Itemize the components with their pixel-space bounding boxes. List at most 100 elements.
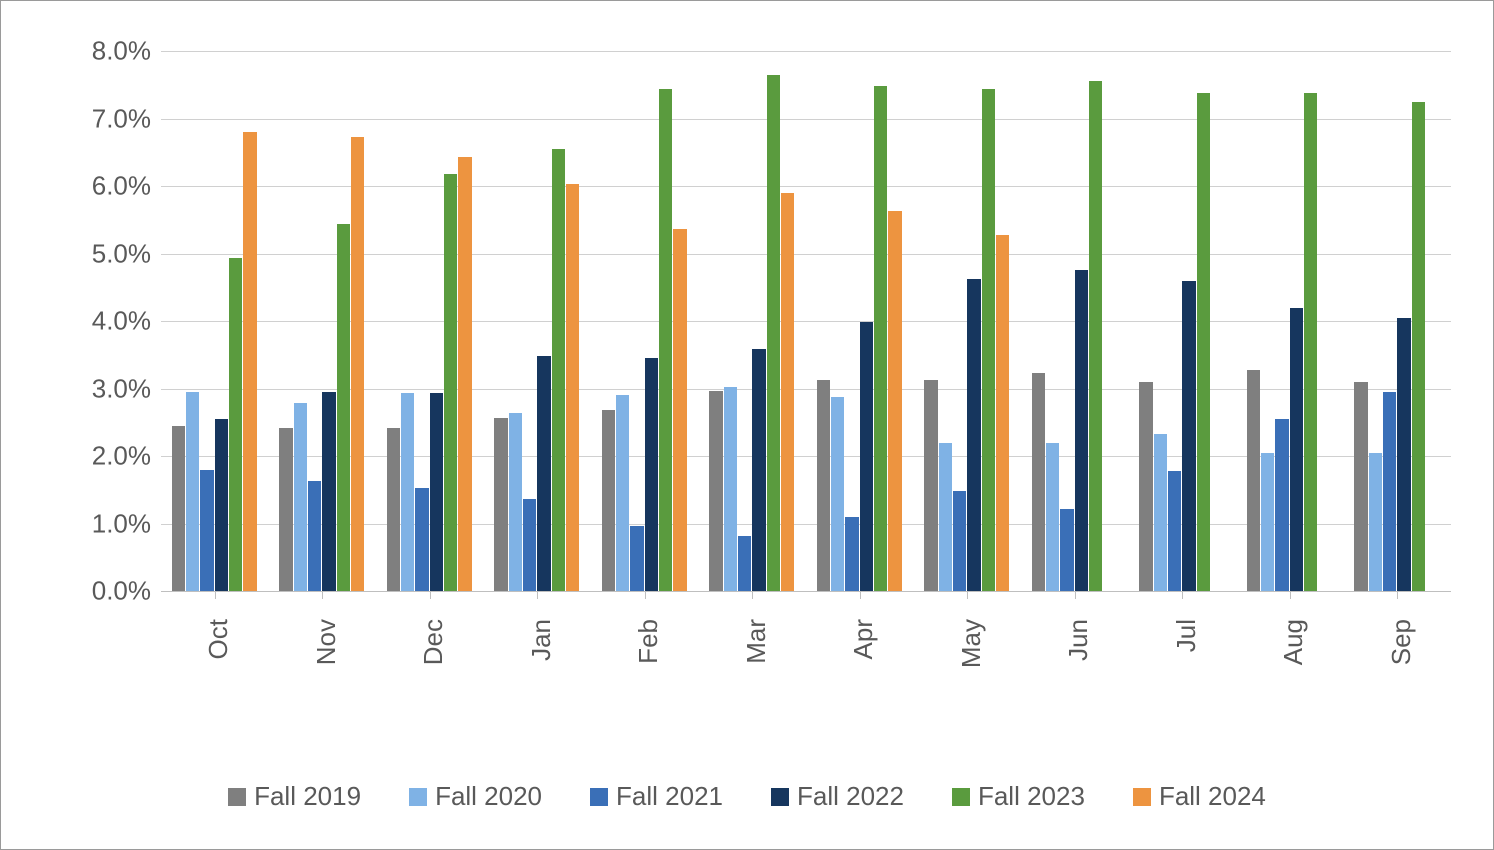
- bar: [172, 426, 185, 591]
- bar: [1075, 270, 1088, 591]
- bar: [888, 211, 901, 591]
- x-tick-mark: [1075, 591, 1076, 599]
- x-tick-mark: [1397, 591, 1398, 599]
- bar: [1197, 93, 1210, 591]
- x-tick-label: Apr: [848, 611, 879, 659]
- plot-area: 0.0%1.0%2.0%3.0%4.0%5.0%6.0%7.0%8.0%OctN…: [161, 51, 1451, 591]
- bar: [387, 428, 400, 591]
- bar: [308, 481, 321, 591]
- bar: [673, 229, 686, 591]
- bar: [709, 391, 722, 591]
- x-tick-label: Jan: [526, 611, 557, 661]
- bar: [537, 356, 550, 591]
- x-axis-line: [161, 591, 1451, 592]
- bar: [831, 397, 844, 591]
- x-tick-mark: [1290, 591, 1291, 599]
- bar: [1290, 308, 1303, 592]
- y-tick-label: 5.0%: [92, 238, 161, 269]
- y-tick-label: 6.0%: [92, 171, 161, 202]
- bar: [1397, 318, 1410, 591]
- bar: [1412, 102, 1425, 591]
- bar: [616, 395, 629, 591]
- x-tick-mark: [322, 591, 323, 599]
- bar: [724, 387, 737, 591]
- legend-swatch: [952, 788, 970, 806]
- bar: [767, 75, 780, 591]
- x-tick-label: Nov: [311, 611, 342, 665]
- gridline: [161, 51, 1451, 52]
- x-tick-label: Jun: [1063, 611, 1094, 661]
- bar: [602, 410, 615, 591]
- bar: [229, 258, 242, 591]
- x-tick-label: Feb: [633, 611, 664, 664]
- bar: [1354, 382, 1367, 591]
- bar: [566, 184, 579, 591]
- bar: [860, 322, 873, 591]
- bar: [1168, 471, 1181, 591]
- legend-label: Fall 2023: [978, 781, 1085, 812]
- bar: [430, 393, 443, 591]
- x-tick-mark: [860, 591, 861, 599]
- bar: [1247, 370, 1260, 591]
- bar: [967, 279, 980, 591]
- bar: [939, 443, 952, 592]
- bar: [494, 418, 507, 591]
- bar: [1046, 443, 1059, 592]
- bar: [817, 380, 830, 591]
- y-tick-label: 2.0%: [92, 441, 161, 472]
- bar: [458, 157, 471, 591]
- bar: [415, 488, 428, 591]
- bar: [243, 132, 256, 591]
- bar: [322, 392, 335, 591]
- y-tick-label: 7.0%: [92, 103, 161, 134]
- bar: [444, 174, 457, 591]
- bar: [1154, 434, 1167, 591]
- bar: [351, 137, 364, 591]
- legend-item: Fall 2020: [409, 781, 542, 812]
- legend-item: Fall 2019: [228, 781, 361, 812]
- bar: [924, 380, 937, 591]
- legend-swatch: [590, 788, 608, 806]
- bar: [1275, 419, 1288, 591]
- chart-frame: 0.0%1.0%2.0%3.0%4.0%5.0%6.0%7.0%8.0%OctN…: [0, 0, 1494, 850]
- bar: [996, 235, 1009, 591]
- bar: [200, 470, 213, 592]
- legend-label: Fall 2020: [435, 781, 542, 812]
- legend-swatch: [1133, 788, 1151, 806]
- x-tick-mark: [430, 591, 431, 599]
- x-tick-mark: [645, 591, 646, 599]
- bar: [982, 89, 995, 591]
- bar: [630, 526, 643, 591]
- bar: [1261, 453, 1274, 591]
- bar: [645, 358, 658, 591]
- legend-item: Fall 2023: [952, 781, 1085, 812]
- y-tick-label: 3.0%: [92, 373, 161, 404]
- bar: [659, 89, 672, 591]
- bar: [552, 149, 565, 591]
- gridline: [161, 119, 1451, 120]
- bar: [1383, 392, 1396, 591]
- bar: [874, 86, 887, 591]
- bar: [1089, 81, 1102, 591]
- bar: [523, 499, 536, 591]
- legend-label: Fall 2022: [797, 781, 904, 812]
- y-tick-label: 1.0%: [92, 508, 161, 539]
- legend-label: Fall 2021: [616, 781, 723, 812]
- bar: [1060, 509, 1073, 591]
- x-tick-label: Dec: [418, 611, 449, 665]
- bar: [1304, 93, 1317, 591]
- bar: [294, 403, 307, 591]
- bar: [509, 413, 522, 591]
- legend-item: Fall 2024: [1133, 781, 1266, 812]
- bar: [1182, 281, 1195, 592]
- x-tick-label: Sep: [1386, 611, 1417, 665]
- legend-label: Fall 2024: [1159, 781, 1266, 812]
- x-tick-mark: [215, 591, 216, 599]
- x-tick-label: Oct: [203, 611, 234, 659]
- bar: [186, 392, 199, 591]
- legend-item: Fall 2022: [771, 781, 904, 812]
- bar: [781, 193, 794, 591]
- x-tick-mark: [967, 591, 968, 599]
- legend-item: Fall 2021: [590, 781, 723, 812]
- bar: [752, 349, 765, 591]
